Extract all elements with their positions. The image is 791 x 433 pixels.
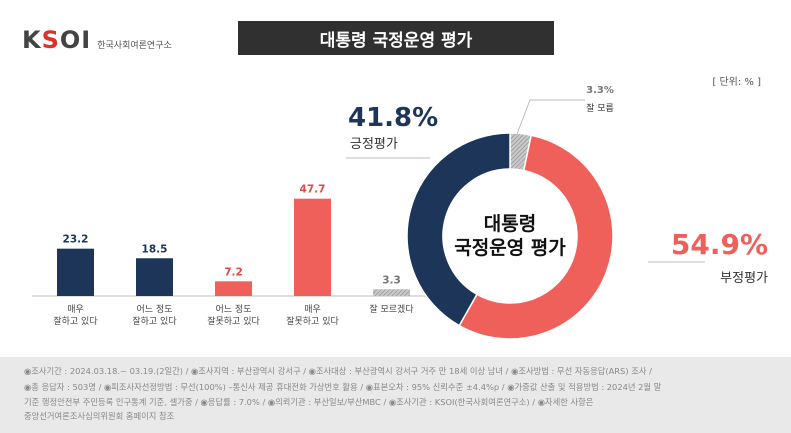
bar-category-label: 잘 모르겠다 [369,303,414,315]
donut-value-label: 54.9% [671,228,768,261]
donut-slice [458,134,614,340]
bar [136,258,173,296]
bar [294,198,331,296]
bar-value-label: 47.7 [300,184,326,196]
donut-value-label: 3.3% [586,85,614,96]
donut-slice [406,132,511,327]
footer-line: ◉총 응답자 : 503명 / ◉피조사자선정방법 : 무선(100%) –통신… [24,382,662,392]
donut-slice-label: 부정평가 [720,271,768,286]
footer-line: 기준 행정안전부 주민등록 인구통계 기준, 셀가중 / ◉응답률 : 7.0%… [24,397,594,407]
unit-label: [ 단위: % ] [712,77,761,88]
bar-category-label: 잘못하고 있다 [286,315,339,327]
leader-line-unknown [516,99,585,135]
logo-subtitle: 한국사회여론연구소 [97,40,172,51]
donut-center-label: 국정운영 평가 [454,237,566,259]
bar-category-label: 매우 [67,304,84,315]
bar [373,289,410,296]
bar-category-label: 매우 [304,304,321,315]
bar [57,248,94,296]
bar-value-label: 7.2 [224,266,243,278]
bar-category-label: 어느 정도 [137,304,173,315]
logo-mark: KSOI [22,26,92,54]
bar-category-label: 잘하고 있다 [132,315,177,327]
ksoi-logo: KSOI 한국사회여론연구소 [22,26,172,54]
footer-line: 중앙선거여론조사심의위원회 홈페이지 참조 [24,411,175,421]
donut-value-label: 41.8% [348,103,438,133]
donut-slice-label: 잘 모름 [586,102,614,114]
donut-center-label: 대통령 [484,213,536,235]
bar-category-label: 잘하고 있다 [53,315,98,327]
page-title: 대통령 국정운영 평가 [238,21,554,55]
bar-value-label: 18.5 [142,243,168,255]
bar-category-label: 어느 정도 [216,304,252,315]
bar-category-label: 잘못하고 있다 [207,315,260,327]
bar-value-label: 23.2 [63,234,89,246]
donut-slice-label: 긍정평가 [350,137,398,152]
bar [215,281,252,296]
footer-line: ◉조사기간 : 2024.03.18.~ 03.19.(2일간) / ◉조사지역… [24,366,652,376]
survey-footer: ◉조사기간 : 2024.03.18.~ 03.19.(2일간) / ◉조사지역… [0,357,791,433]
bar-value-label: 3.3 [382,274,401,286]
